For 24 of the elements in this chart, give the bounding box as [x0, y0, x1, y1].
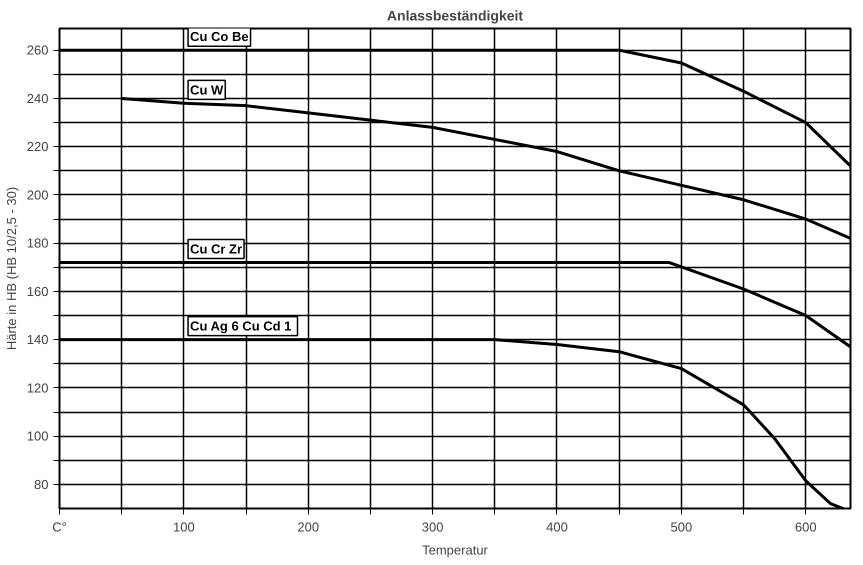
- series-label: Cu Cr Zr: [190, 241, 242, 256]
- x-tick-label: 500: [670, 520, 692, 534]
- chart-title: Anlassbeständigkeit: [386, 8, 524, 24]
- series-label: Cu W: [190, 82, 224, 98]
- series-label: Cu Co Be: [190, 29, 249, 44]
- y-tick-label: 200: [26, 187, 49, 202]
- x-tick-label: 100: [173, 520, 195, 534]
- y-tick-label: 240: [26, 90, 49, 106]
- y-tick-label: 160: [26, 284, 49, 299]
- x-axis-title: Temperatur: [422, 542, 489, 558]
- y-tick-label: 180: [26, 236, 49, 251]
- x-tick-label: 600: [794, 520, 817, 534]
- y-tick-label: 220: [26, 139, 49, 154]
- y-tick-label: 260: [26, 42, 49, 58]
- x-tick-label: 300: [422, 520, 444, 534]
- y-tick-label: 80: [34, 476, 49, 492]
- x-tick-label: 200: [297, 520, 320, 534]
- y-tick-label: 140: [26, 332, 49, 348]
- y-tick-label: 100: [26, 428, 49, 444]
- x-tick-label: C°: [52, 520, 67, 534]
- y-tick-label: 120: [26, 380, 49, 396]
- y-axis-title: Härte in HB (HB 10/2,5 - 30): [4, 186, 19, 350]
- x-tick-label: 400: [546, 520, 568, 534]
- series-label: Cu Ag 6 Cu Cd 1: [190, 318, 292, 334]
